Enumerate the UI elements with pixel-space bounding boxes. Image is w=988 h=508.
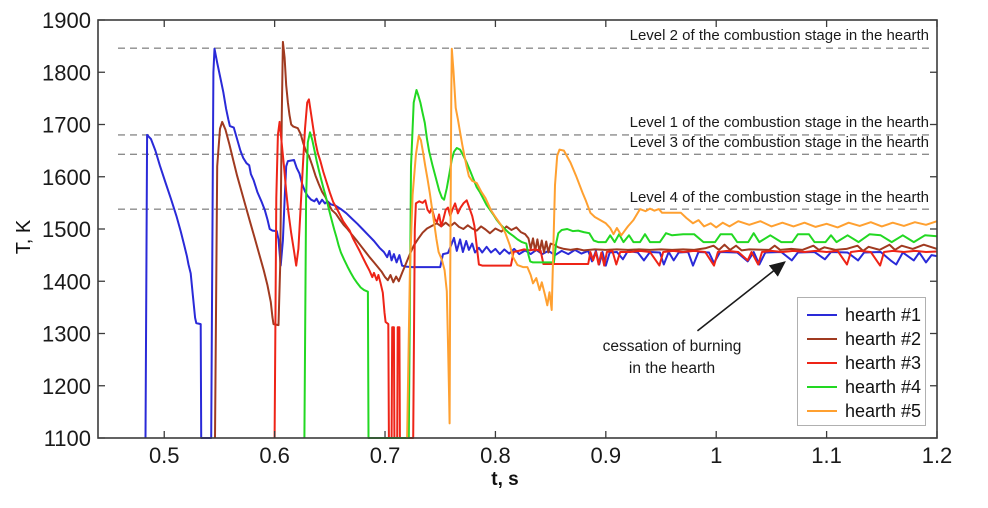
x-axis-title: t, s: [491, 469, 519, 490]
cessation-arrow: [696, 261, 786, 332]
legend-item-hearth-2: hearth #2: [798, 327, 925, 351]
y-tick-label: 1600: [42, 165, 91, 190]
legend-label: hearth #2: [845, 328, 922, 349]
x-tick-label: 0.6: [259, 443, 290, 468]
legend-label: hearth #4: [845, 376, 922, 397]
x-tick-label: 1.1: [811, 443, 842, 468]
y-tick-label: 1900: [42, 8, 91, 33]
x-tick-label: 1: [710, 443, 722, 468]
legend-box: hearth #1 hearth #2 hearth #3 hearth #4 …: [797, 297, 926, 426]
legend-label: hearth #1: [845, 304, 922, 325]
series-line-hearth-4: [303, 89, 937, 439]
cessation-annotation-line2: in the hearth: [628, 360, 716, 377]
y-tick-label: 1400: [42, 269, 91, 294]
level-4-line-label: Level 4 of the combustion stage in the h…: [629, 189, 929, 206]
legend-item-hearth-4: hearth #4: [798, 375, 925, 399]
hearth-5-line-swatch: [807, 409, 837, 413]
level-2-line-label: Level 2 of the combustion stage in the h…: [629, 27, 929, 44]
level-3-line-label: Level 3 of the combustion stage in the h…: [629, 134, 929, 151]
y-tick-label: 1800: [42, 60, 91, 85]
y-tick-label: 1100: [44, 426, 91, 451]
legend-label: hearth #5: [845, 400, 922, 421]
series-line-hearth-3: [273, 98, 937, 439]
cessation-annotation-line1: cessation of burning: [602, 338, 742, 355]
y-axis-title: T, K: [13, 219, 35, 255]
hearth-4-line-swatch: [807, 385, 837, 389]
legend-item-hearth-5: hearth #5: [798, 399, 925, 423]
series-line-hearth-5: [406, 47, 937, 439]
x-tick-label: 0.9: [591, 443, 622, 468]
hearth-3-line-swatch: [807, 361, 837, 365]
legend-label: hearth #3: [845, 352, 922, 373]
legend-item-hearth-1: hearth #1: [798, 303, 925, 327]
y-tick-label: 1200: [42, 374, 91, 399]
x-tick-label: 0.7: [370, 443, 401, 468]
y-tick-label: 1700: [42, 113, 91, 138]
cessation-annotation: cessation of burning in the hearth: [577, 336, 767, 380]
y-tick-label: 1500: [42, 217, 91, 242]
legend-item-hearth-3: hearth #3: [798, 351, 925, 375]
series-line-hearth-2: [214, 40, 937, 439]
x-tick-label: 0.5: [149, 443, 180, 468]
x-tick-label: 0.8: [480, 443, 511, 468]
y-tick-label: 1300: [42, 322, 91, 347]
level-1-line-label: Level 1 of the combustion stage in the h…: [629, 114, 929, 131]
x-tick-label: 1.2: [922, 443, 953, 468]
hearth-1-line-swatch: [807, 313, 837, 317]
hearth-2-line-swatch: [807, 337, 837, 341]
